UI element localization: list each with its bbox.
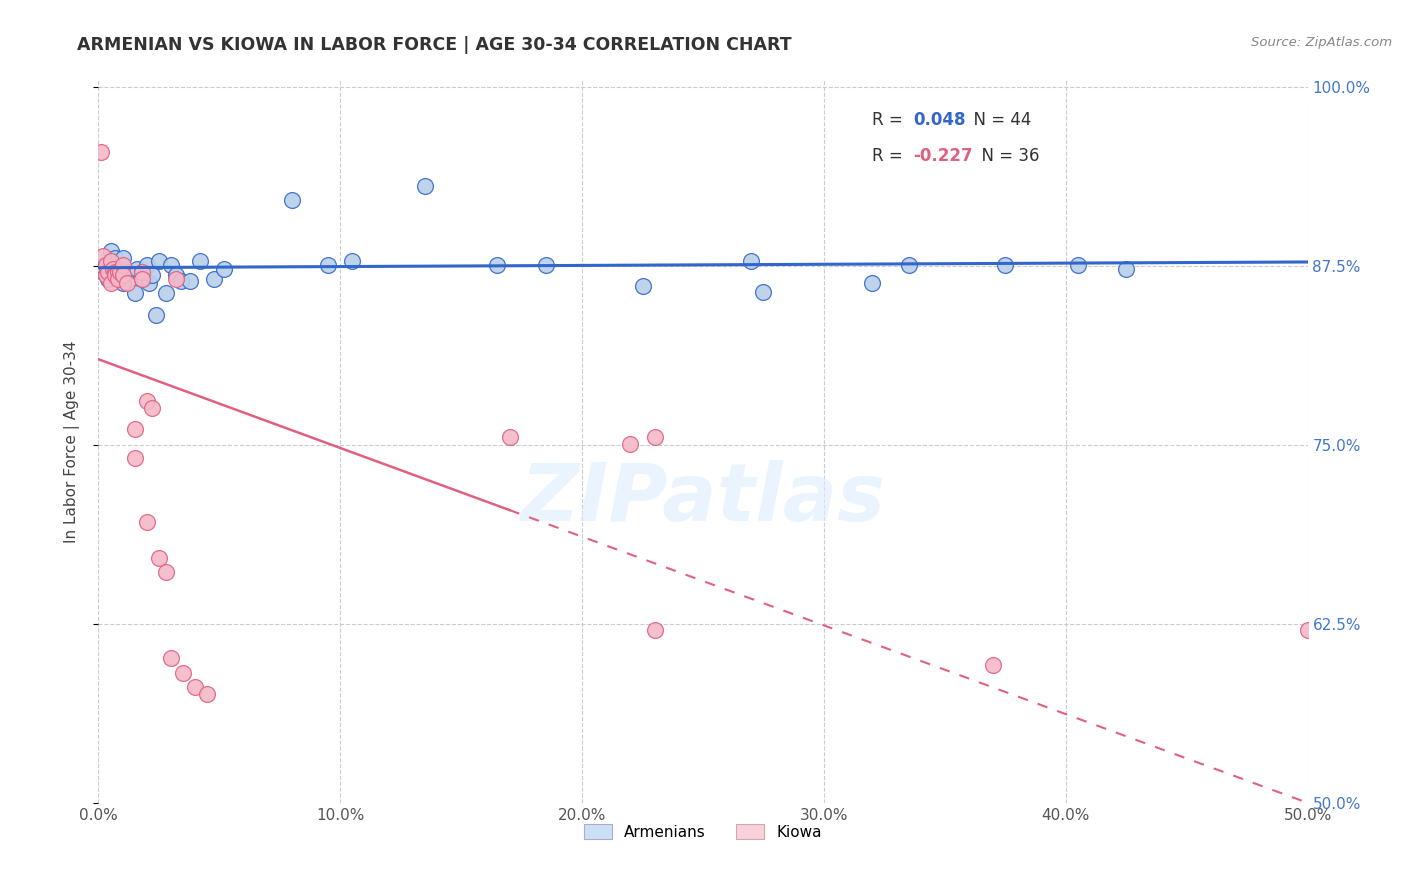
- Point: [212, 262, 235, 277]
- Point: [644, 429, 666, 443]
- Point: [179, 274, 201, 288]
- Point: [155, 566, 177, 580]
- Point: [117, 277, 139, 291]
- Point: [97, 265, 120, 279]
- Point: [165, 268, 187, 282]
- Point: [160, 258, 183, 272]
- Point: [124, 422, 146, 436]
- Text: R =: R =: [872, 111, 908, 129]
- Text: ZIPatlas: ZIPatlas: [520, 460, 886, 539]
- Text: 0.048: 0.048: [914, 111, 966, 129]
- Point: [138, 277, 160, 291]
- Point: [94, 258, 117, 272]
- Point: [752, 285, 775, 299]
- Point: [101, 262, 124, 277]
- Point: [108, 272, 131, 286]
- Point: [100, 253, 122, 268]
- Point: [131, 265, 153, 279]
- Point: [145, 308, 167, 322]
- Point: [165, 272, 187, 286]
- Point: [117, 265, 139, 279]
- Point: [1115, 262, 1137, 277]
- Point: [169, 274, 191, 288]
- Point: [135, 258, 157, 272]
- Point: [644, 623, 666, 637]
- Point: [100, 277, 122, 291]
- Point: [111, 251, 134, 265]
- Point: [631, 279, 654, 293]
- Point: [195, 687, 218, 701]
- Point: [90, 145, 112, 159]
- Point: [413, 179, 436, 194]
- Point: [148, 253, 170, 268]
- Point: [97, 272, 120, 286]
- Text: N = 36: N = 36: [972, 147, 1040, 165]
- Point: [981, 658, 1004, 673]
- Point: [486, 258, 509, 272]
- Y-axis label: In Labor Force | Age 30-34: In Labor Force | Age 30-34: [65, 340, 80, 543]
- Point: [94, 268, 117, 282]
- Point: [111, 268, 134, 282]
- Point: [160, 651, 183, 665]
- Point: [148, 551, 170, 566]
- Text: R =: R =: [872, 147, 908, 165]
- Text: Source: ZipAtlas.com: Source: ZipAtlas.com: [1251, 36, 1392, 49]
- Point: [1067, 258, 1090, 272]
- Point: [155, 286, 177, 301]
- Point: [104, 251, 127, 265]
- Point: [141, 401, 163, 415]
- Point: [134, 272, 156, 286]
- Point: [124, 450, 146, 465]
- Text: -0.227: -0.227: [914, 147, 973, 165]
- Point: [90, 263, 112, 277]
- Point: [94, 258, 117, 272]
- Text: N = 44: N = 44: [963, 111, 1032, 129]
- Legend: Armenians, Kiowa: Armenians, Kiowa: [578, 818, 828, 846]
- Point: [498, 429, 520, 443]
- Point: [127, 262, 149, 277]
- Point: [204, 272, 226, 286]
- Point: [316, 258, 339, 272]
- Point: [141, 268, 163, 282]
- Point: [342, 253, 364, 268]
- Text: ARMENIAN VS KIOWA IN LABOR FORCE | AGE 30-34 CORRELATION CHART: ARMENIAN VS KIOWA IN LABOR FORCE | AGE 3…: [77, 36, 792, 54]
- Point: [124, 286, 146, 301]
- Point: [135, 393, 157, 408]
- Point: [107, 265, 129, 279]
- Point: [100, 265, 122, 279]
- Point: [740, 253, 762, 268]
- Point: [91, 260, 114, 274]
- Point: [131, 265, 153, 279]
- Point: [1296, 623, 1319, 637]
- Point: [91, 249, 114, 263]
- Point: [994, 258, 1017, 272]
- Point: [619, 436, 641, 450]
- Point: [897, 258, 920, 272]
- Point: [107, 265, 129, 279]
- Point: [534, 258, 557, 272]
- Point: [107, 272, 129, 286]
- Point: [860, 277, 883, 291]
- Point: [172, 665, 194, 680]
- Point: [100, 244, 122, 258]
- Point: [184, 680, 207, 694]
- Point: [101, 258, 124, 272]
- Point: [135, 516, 157, 530]
- Point: [111, 277, 134, 291]
- Point: [188, 253, 211, 268]
- Point: [104, 265, 127, 279]
- Point: [281, 194, 304, 208]
- Point: [131, 272, 153, 286]
- Point: [104, 268, 127, 282]
- Point: [111, 258, 134, 272]
- Point: [108, 265, 131, 279]
